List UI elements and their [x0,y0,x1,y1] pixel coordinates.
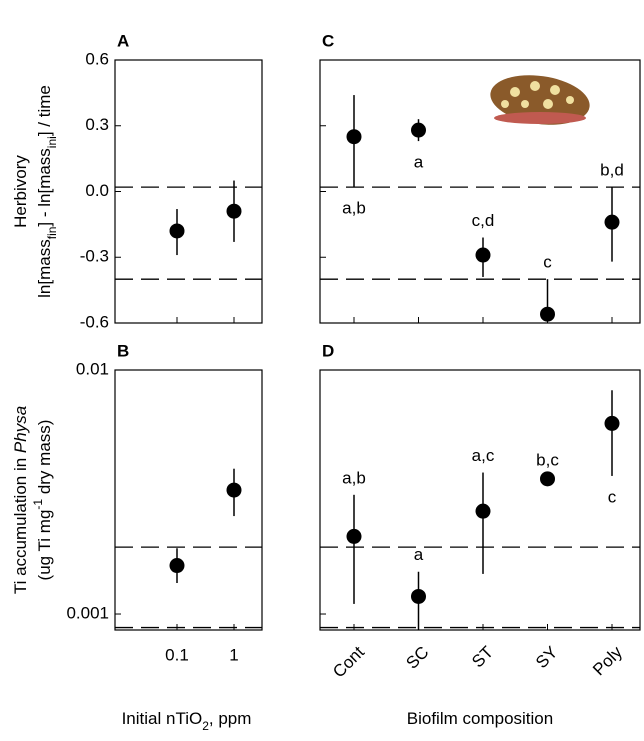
y-tick-label: 0.001 [66,604,109,623]
plot-frame [114,59,263,324]
significance-letter: a [414,545,424,564]
significance-letter: a [414,153,424,172]
significance-letter: b,c [536,450,559,469]
axis-title: (ug Ti mg-1 dry mass) [31,420,54,581]
y-tick-label: 0.01 [76,359,109,378]
snail-photo [490,75,590,125]
x-tick-label: ST [468,643,497,672]
data-point [475,503,491,519]
data-point [540,471,555,487]
axis-title: Ti accumulation in Physa [11,406,30,594]
data-point [169,223,185,239]
data-point [604,214,620,230]
data-point [411,588,426,604]
data-point [226,203,242,219]
y-tick-label: 0.0 [85,181,109,200]
text-part: Herbivory [11,155,30,228]
y-tick-label: -0.6 [80,312,109,331]
data-point [169,558,185,574]
text-part: ln[mass [35,239,54,298]
x-tick-label: Poly [589,642,626,679]
axis-title: Initial nTiO2, ppm [122,709,252,733]
data-point [604,415,620,431]
x-tick-label: 0.1 [165,645,189,664]
panel-label: D [322,341,334,360]
data-point [540,306,555,322]
text-part: -1 [31,499,45,510]
text-part: , ppm [209,709,252,728]
y-tick-label: 0.6 [85,49,109,68]
y-tick-label: -0.3 [80,247,109,266]
data-point [226,482,242,498]
text-part: (ug Ti mg [35,510,54,581]
data-point [475,247,491,263]
significance-letter: c [608,487,617,506]
significance-letter: c,d [472,211,495,230]
text-part: fin [45,227,59,240]
significance-letter: a,b [342,199,366,218]
plot-frame [319,59,641,324]
data-point [411,122,426,138]
text-part: Initial nTiO [122,709,203,728]
text-part: ] - ln[mass [35,148,54,226]
panel-label: A [117,31,129,50]
plot-frame [114,369,263,631]
panel-label: B [117,341,129,360]
text-part: Physa [11,406,30,453]
text-part: dry mass) [35,420,54,499]
data-point [346,129,362,145]
significance-letter: a,b [342,468,366,487]
plot-frame [319,369,641,631]
significance-letter: c [543,253,552,272]
text-part: ] / time [35,85,54,136]
x-tick-label: SY [532,643,561,672]
axis-title: ln[massfin] - ln[massini] / time [35,85,59,298]
panel-label: C [322,31,334,50]
x-tick-label: 1 [229,645,238,664]
y-tick-label: 0.3 [85,115,109,134]
significance-letter: a,c [472,446,495,465]
text-part: Biofilm composition [407,709,553,728]
data-point [346,528,362,544]
x-tick-label: Cont [329,642,368,681]
text-part: ini [45,136,59,148]
x-tick-label: SC [402,643,432,673]
axis-title: Herbivory [11,155,30,228]
text-part: Ti accumulation in [11,453,30,594]
significance-letter: b,d [600,161,624,180]
text-part: 2 [202,719,209,733]
axis-title: Biofilm composition [407,709,553,728]
